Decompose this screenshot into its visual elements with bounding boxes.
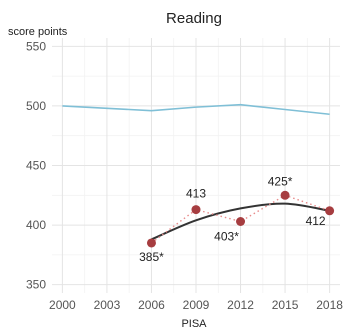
y-tick-label: 500 <box>26 99 46 113</box>
y-tick-label: 550 <box>26 39 46 53</box>
data-label: 425* <box>268 174 293 188</box>
x-axis-label: PISA <box>181 318 207 330</box>
x-tick-label: 2000 <box>49 298 76 312</box>
data-label: 412 <box>306 214 326 228</box>
series-line-average <box>62 103 330 116</box>
x-tick-label: 2009 <box>183 298 210 312</box>
data-point <box>146 238 156 248</box>
data-point <box>191 205 201 215</box>
data-point <box>236 217 246 227</box>
x-ticks: 2000 2003 2006 2009 2012 2015 2018 <box>49 298 343 312</box>
x-tick-label: 2003 <box>94 298 121 312</box>
y-ticks: 350 400 450 500 550 <box>26 39 46 291</box>
data-point <box>280 190 290 200</box>
grid <box>52 38 340 293</box>
x-tick-label: 2006 <box>138 298 165 312</box>
series <box>62 103 335 248</box>
data-label: 403* <box>214 230 239 244</box>
series-line-scores <box>151 194 330 244</box>
y-tick-label: 350 <box>26 278 46 292</box>
y-tick-label: 400 <box>26 218 46 232</box>
y-axis-label: score points <box>8 26 68 38</box>
x-tick-label: 2018 <box>316 298 343 312</box>
data-label: 413 <box>186 187 206 201</box>
series-line-trend <box>151 202 330 241</box>
data-labels: 385* 413 403* 425* 412 <box>139 174 326 264</box>
data-label: 385* <box>139 250 164 264</box>
x-tick-label: 2015 <box>272 298 299 312</box>
data-point <box>325 206 335 216</box>
chart-title: Reading <box>166 10 222 27</box>
x-tick-label: 2012 <box>227 298 254 312</box>
y-tick-label: 450 <box>26 159 46 173</box>
